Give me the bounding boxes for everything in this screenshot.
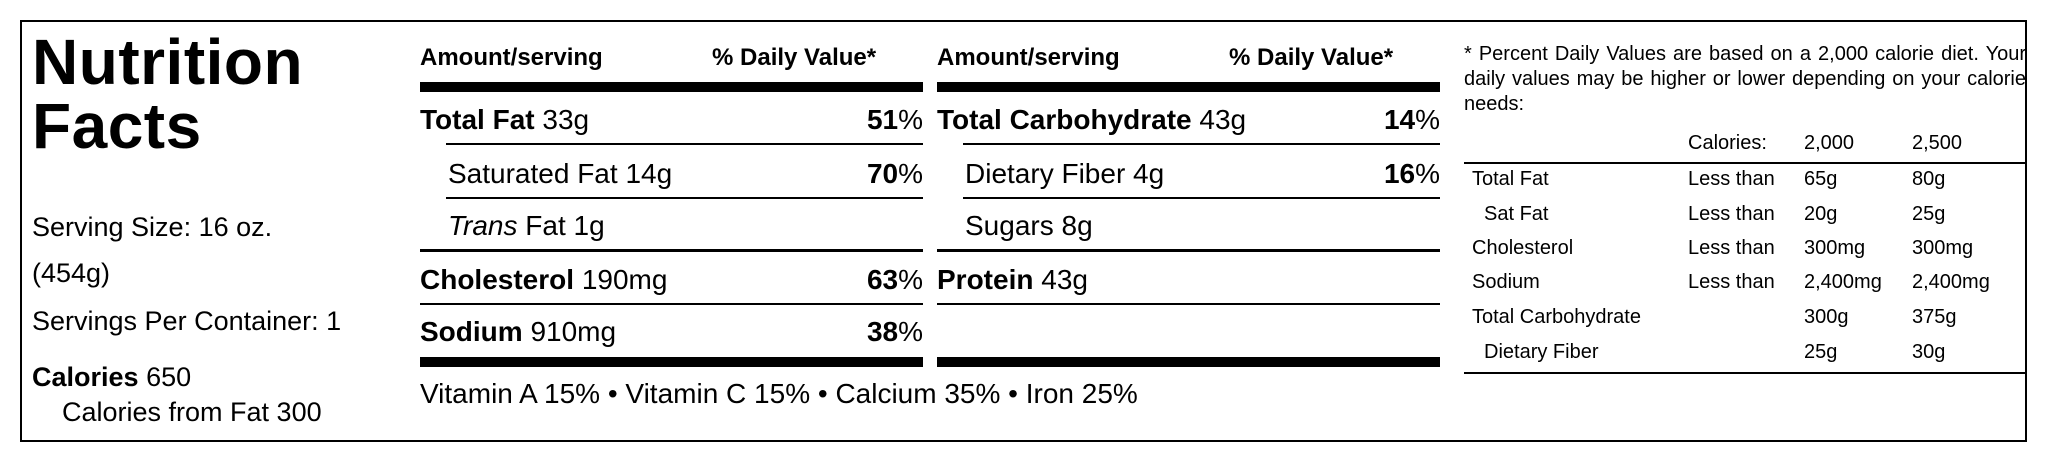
label-title: Nutrition Facts — [32, 30, 303, 158]
fn-row-sodium-2500: 2,400mg — [1912, 271, 1990, 293]
serving-size: Serving Size: 16 oz. — [32, 212, 273, 242]
fn-row-sat-fat-2000: 20g — [1804, 203, 1838, 225]
footnote-header-2500: 2,500 — [1912, 132, 1963, 154]
left-divider — [446, 143, 923, 145]
left-divider — [420, 303, 923, 305]
fn-row-sat-fat-name: Sat Fat — [1484, 203, 1549, 225]
left-nutrient-cholesterol: Cholesterol 190mg — [420, 264, 668, 295]
footnote-rule-bottom — [1464, 372, 2026, 374]
footnote-header-calories: Calories: — [1688, 132, 1767, 154]
left-dv-total-fat: 51% — [866, 104, 923, 135]
left-dv-cholesterol: 63% — [866, 264, 923, 295]
left-divider — [446, 197, 923, 199]
title-line-2: Facts — [32, 90, 202, 162]
fn-row-cholesterol-2000: 300mg — [1804, 237, 1866, 259]
right-divider — [937, 249, 1440, 252]
fn-row-total-fat-qual: Less than — [1688, 168, 1775, 190]
fn-row-total-fat-name: Total Fat — [1472, 168, 1549, 190]
fn-row-sat-fat-2500: 25g — [1912, 203, 1946, 225]
calories-value: 650 — [146, 362, 192, 392]
right-dv-fiber: 16% — [1383, 158, 1440, 189]
right-dv-total-carb: 14% — [1383, 104, 1440, 135]
left-nutrient-trans-fat: Trans Fat 1g — [448, 210, 605, 241]
calories-from-fat: Calories from Fat 300 — [62, 397, 322, 427]
fn-row-sodium-name: Sodium — [1472, 271, 1540, 293]
right-divider — [937, 303, 1440, 305]
left-header-rule — [420, 82, 923, 92]
fn-row-fiber-2000: 25g — [1804, 341, 1838, 363]
footnote-text: * Percent Daily Values are based on a 2,… — [1464, 43, 2026, 115]
fn-row-total-carb-2000: 300g — [1804, 306, 1849, 328]
fn-row-total-carb-name: Total Carbohydrate — [1472, 306, 1641, 328]
calories-label: Calories — [32, 362, 139, 392]
footnote-header-2000: 2,000 — [1804, 132, 1855, 154]
left-nutrient-total-fat: Total Fat 33g — [420, 104, 590, 135]
left-amount-header: Amount/serving — [420, 44, 603, 71]
fn-row-sat-fat-qual: Less than — [1688, 203, 1775, 225]
left-dv-sodium: 38% — [866, 316, 923, 347]
left-dv-sat-fat: 70% — [866, 158, 923, 189]
fn-row-total-fat-2000: 65g — [1804, 168, 1838, 190]
fn-row-sodium-qual: Less than — [1688, 271, 1775, 293]
fn-row-cholesterol-qual: Less than — [1688, 237, 1775, 259]
fn-row-cholesterol-2500: 300mg — [1912, 237, 1974, 259]
right-amount-header: Amount/serving — [937, 44, 1120, 71]
servings-per-container: Servings Per Container: 1 — [32, 306, 342, 336]
calories-row: Calories 650 — [32, 362, 191, 393]
serving-size-grams: (454g) — [32, 258, 111, 288]
left-nutrient-sat-fat: Saturated Fat 14g — [448, 158, 673, 189]
right-nutrient-total-carb: Total Carbohydrate 43g — [937, 104, 1247, 135]
fn-row-fiber-name: Dietary Fiber — [1484, 341, 1599, 363]
vitamins-line: Vitamin A 15% • Vitamin C 15% • Calcium … — [420, 378, 1138, 409]
fn-row-total-fat-2500: 80g — [1912, 168, 1946, 190]
right-nutrient-sugars: Sugars 8g — [965, 210, 1093, 241]
right-header-rule — [937, 82, 1440, 92]
footnote-rule-top — [1464, 162, 2026, 164]
title-line-1: Nutrition — [32, 26, 304, 98]
left-nutrient-sodium: Sodium 910mg — [420, 316, 617, 347]
right-nutrient-fiber: Dietary Fiber 4g — [965, 158, 1165, 189]
right-divider — [963, 143, 1440, 145]
right-bottom-rule — [937, 357, 1440, 367]
fn-row-fiber-2500: 30g — [1912, 341, 1946, 363]
fn-row-cholesterol-name: Cholesterol — [1472, 237, 1574, 259]
right-nutrient-protein: Protein 43g — [937, 264, 1088, 295]
left-dv-header: % Daily Value* — [712, 44, 877, 71]
nutrition-facts-label: Nutrition Facts Serving Size: 16 oz. (45… — [20, 20, 2027, 442]
left-divider — [420, 249, 923, 252]
right-dv-header: % Daily Value* — [1229, 44, 1394, 71]
right-divider — [963, 197, 1440, 199]
fn-row-sodium-2000: 2,400mg — [1804, 271, 1882, 293]
left-bottom-rule — [420, 357, 923, 367]
fn-row-total-carb-2500: 375g — [1912, 306, 1957, 328]
